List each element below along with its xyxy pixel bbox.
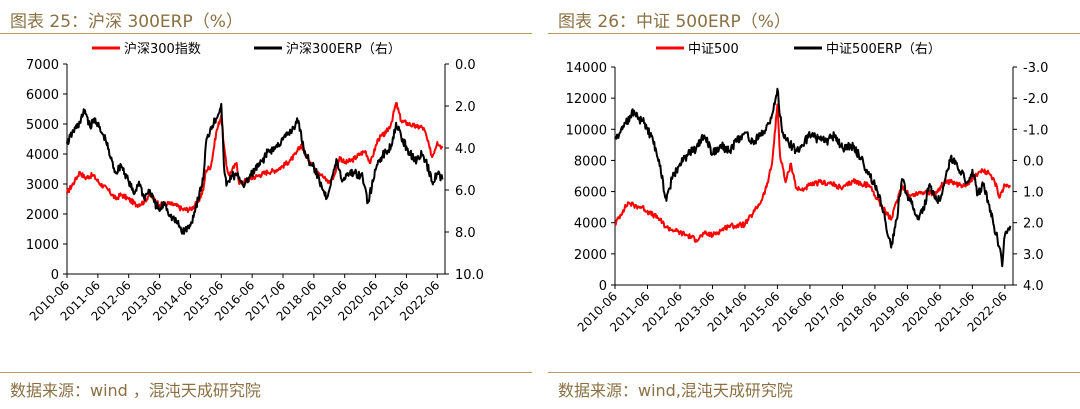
legend-label: 中证500ERP（右） xyxy=(826,42,941,57)
chart-source: 数据来源：wind ，混沌天成研究院 xyxy=(10,381,261,400)
source-divider xyxy=(548,372,1080,373)
right-tick-label: 0.0 xyxy=(455,58,476,73)
right-tick-label: 4.0 xyxy=(1023,279,1044,294)
right-tick-label: 4.0 xyxy=(455,142,476,157)
legend-label: 沪深300指数 xyxy=(124,41,201,57)
left-tick-label: 1000 xyxy=(26,238,59,253)
left-tick-label: 8000 xyxy=(574,154,607,169)
chart-title: 图表 26：中证 500ERP（%） xyxy=(558,12,791,32)
left-tick-label: 5000 xyxy=(26,118,59,133)
right-tick-label: 6.0 xyxy=(455,184,476,199)
right-tick-label: 10.0 xyxy=(455,268,484,283)
right-tick-label: -3.0 xyxy=(1023,61,1048,76)
right-tick-label: 1.0 xyxy=(1023,186,1044,201)
right-tick-label: 8.0 xyxy=(455,226,476,241)
left-tick-label: 7000 xyxy=(26,58,59,73)
title-divider xyxy=(548,33,1080,34)
series-line xyxy=(66,102,444,213)
series-line xyxy=(66,102,444,235)
hs300-erp-chart: 0 1000 2000 3000 4000 5000 6000 7000 0.0 2.0 4.0 6.… xyxy=(26,41,484,324)
left-tick-label: 10000 xyxy=(566,123,607,138)
left-tick-label: 14000 xyxy=(566,61,607,76)
left-tick-label: 3000 xyxy=(26,178,59,193)
right-tick-label: 0.0 xyxy=(1023,154,1044,169)
left-tick-label: 2000 xyxy=(26,208,59,223)
title-divider xyxy=(0,33,532,34)
chart-title: 图表 25：沪深 300ERP（%） xyxy=(10,12,243,32)
left-tick-label: 0 xyxy=(599,279,607,294)
legend-label: 沪深300ERP（右） xyxy=(286,41,401,57)
left-tick-label: 0 xyxy=(51,268,59,283)
left-tick-label: 6000 xyxy=(26,88,59,103)
right-tick-label: -1.0 xyxy=(1023,123,1048,138)
chart-source: 数据来源：wind,混沌天成研究院 xyxy=(558,381,793,400)
series-line xyxy=(614,87,1012,268)
chart-panel-hs300: 图表 25：沪深 300ERP（%） 0 1000 2000 3000 4000 5000… xyxy=(0,0,532,409)
left-tick-label: 6000 xyxy=(574,186,607,201)
right-tick-label: 2.0 xyxy=(455,100,476,115)
left-tick-label: 2000 xyxy=(574,248,607,263)
right-tick-label: 3.0 xyxy=(1023,248,1044,263)
chart-panel-csi500: 图表 26：中证 500ERP（%） 0 2000 4000 6000 8000 1000… xyxy=(548,0,1080,409)
left-tick-label: 12000 xyxy=(566,92,607,107)
source-divider xyxy=(0,372,532,373)
csi500-erp-chart: 0 2000 4000 6000 8000 10000 12000 14000 -3.0 -2.0… xyxy=(566,42,1049,335)
left-tick-label: 4000 xyxy=(26,148,59,163)
right-tick-label: 2.0 xyxy=(1023,217,1044,232)
right-tick-label: -2.0 xyxy=(1023,92,1048,107)
left-tick-label: 4000 xyxy=(574,217,607,232)
legend-label: 中证500 xyxy=(688,42,739,57)
